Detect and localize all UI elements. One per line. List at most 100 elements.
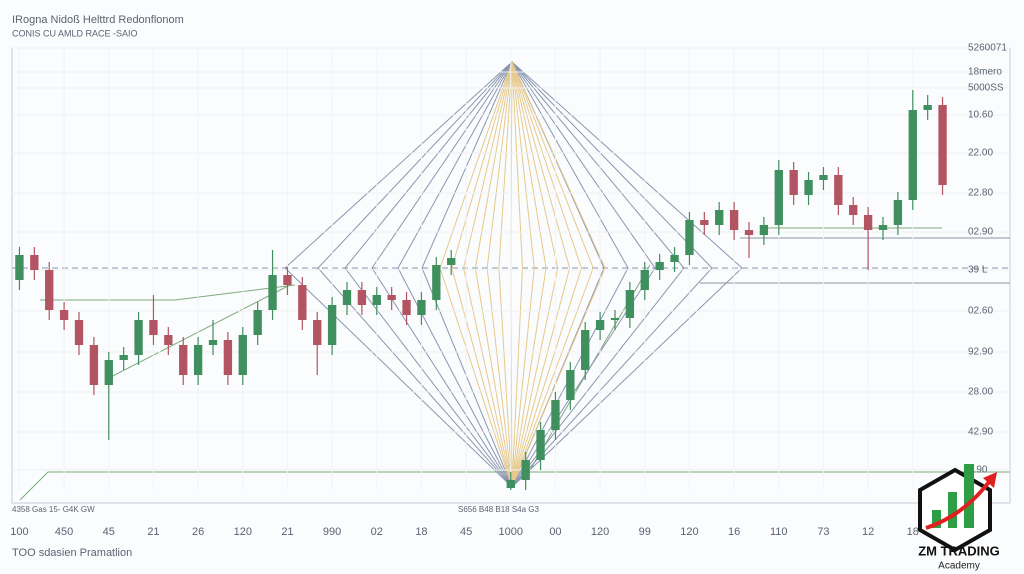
candle-body — [670, 255, 679, 262]
candle-body — [804, 180, 813, 195]
fan-line — [511, 267, 571, 488]
x-tick-label: 450 — [55, 526, 73, 538]
fan-line — [511, 61, 559, 269]
fan-line — [511, 61, 535, 269]
footnote: TOO sdasien Pramatlion — [12, 547, 132, 559]
y-tick-label: 92.90 — [968, 347, 993, 358]
candle-body — [59, 310, 69, 320]
y-tick-label: 02.60 — [968, 306, 993, 317]
fan-line — [439, 61, 513, 269]
candle-body — [298, 285, 307, 320]
candle-body — [595, 320, 605, 330]
fan-line — [511, 267, 523, 488]
fan-line — [511, 267, 559, 488]
candle-body — [253, 310, 262, 335]
candle-body — [938, 105, 947, 185]
candle-body — [387, 295, 396, 300]
logo-bar — [932, 510, 941, 528]
candle-body — [789, 170, 798, 195]
candle-body — [536, 430, 545, 460]
candle-body — [551, 400, 560, 430]
fan-line — [463, 61, 513, 269]
candle-body — [729, 210, 739, 230]
y-tick-label: 39 L — [968, 265, 988, 276]
fan-line — [486, 61, 513, 269]
logo-name: ZM TRADING — [918, 543, 1000, 558]
y-tick-label: 5260071 — [968, 43, 1007, 54]
candle-body — [834, 175, 843, 205]
x-tick-label: 18 — [415, 526, 427, 538]
candle-body — [372, 295, 381, 305]
candle-body — [685, 220, 694, 255]
candle-body — [45, 270, 54, 310]
fan-line — [463, 267, 513, 488]
annotation: 4358 Gas 15- G4K GW — [12, 505, 95, 514]
candle-body — [149, 320, 158, 335]
candle-body — [208, 340, 218, 345]
logo-arrow — [925, 476, 994, 530]
fan-line — [511, 267, 606, 488]
y-tick-label: 22.80 — [968, 188, 993, 199]
candle-body — [566, 370, 575, 400]
candle-body — [357, 290, 367, 305]
fan-line — [511, 61, 547, 269]
chart-subtitle: CONIS CU AMLD RACE -SAIO — [12, 28, 138, 38]
candle-body — [640, 270, 649, 290]
fan-line — [439, 267, 513, 488]
y-tick-label: 10.60 — [968, 110, 993, 121]
candle-body — [402, 300, 411, 315]
candle-body — [30, 255, 39, 270]
x-tick-label: 12 — [862, 526, 874, 538]
candle-body — [268, 275, 277, 310]
trend-line — [40, 284, 296, 301]
candle-body — [15, 255, 24, 280]
logo-bar — [964, 464, 974, 528]
fan-line — [511, 267, 535, 488]
x-tick-label: 16 — [728, 526, 740, 538]
candle-body — [521, 460, 530, 480]
candle-body — [313, 320, 322, 345]
y-tick-label: 5000SS — [968, 83, 1004, 94]
y-tick-label: 02.90 — [968, 227, 993, 238]
candle-body — [700, 220, 709, 225]
fan-line — [511, 267, 594, 488]
candle-body — [119, 355, 128, 360]
candle-body — [581, 330, 590, 370]
candle-body — [164, 335, 173, 345]
x-tick-label: 100 — [10, 526, 28, 538]
logo-tagline: Academy — [938, 561, 980, 572]
candle-body — [283, 275, 292, 285]
fan-line — [511, 61, 594, 269]
x-tick-label: 120 — [680, 526, 698, 538]
x-tick-label: 110 — [770, 526, 788, 538]
x-tick-label: 120 — [234, 526, 252, 538]
x-tick-label: 21 — [281, 526, 293, 538]
candle-body — [342, 290, 352, 305]
annotation: S656 B48 B18 S4a G3 — [458, 505, 540, 514]
candle-body — [417, 300, 426, 315]
fan-line — [474, 267, 513, 488]
x-tick-label: 99 — [639, 526, 651, 538]
candle-body — [134, 320, 143, 355]
y-tick-label: 42.90 — [968, 427, 993, 438]
candle-body — [655, 262, 664, 270]
y-tick-label: 28.00 — [968, 387, 993, 398]
fan-line — [498, 61, 513, 269]
candle-body — [849, 205, 858, 215]
trend-line — [104, 284, 291, 381]
x-tick-label: 26 — [192, 526, 204, 538]
candle-body — [327, 305, 337, 345]
candle-body — [223, 340, 233, 375]
x-tick-label: 00 — [549, 526, 561, 538]
logo: ZM TRADING Academy — [918, 464, 1000, 572]
fan-line — [511, 61, 606, 269]
candle-body — [625, 290, 635, 318]
candle-body — [759, 225, 769, 235]
candle-body — [193, 345, 203, 375]
fan-line — [451, 61, 513, 269]
fan-line — [511, 267, 582, 488]
fan-line — [498, 267, 513, 488]
fan-line — [511, 61, 582, 269]
x-tick-label: 1000 — [499, 526, 523, 538]
